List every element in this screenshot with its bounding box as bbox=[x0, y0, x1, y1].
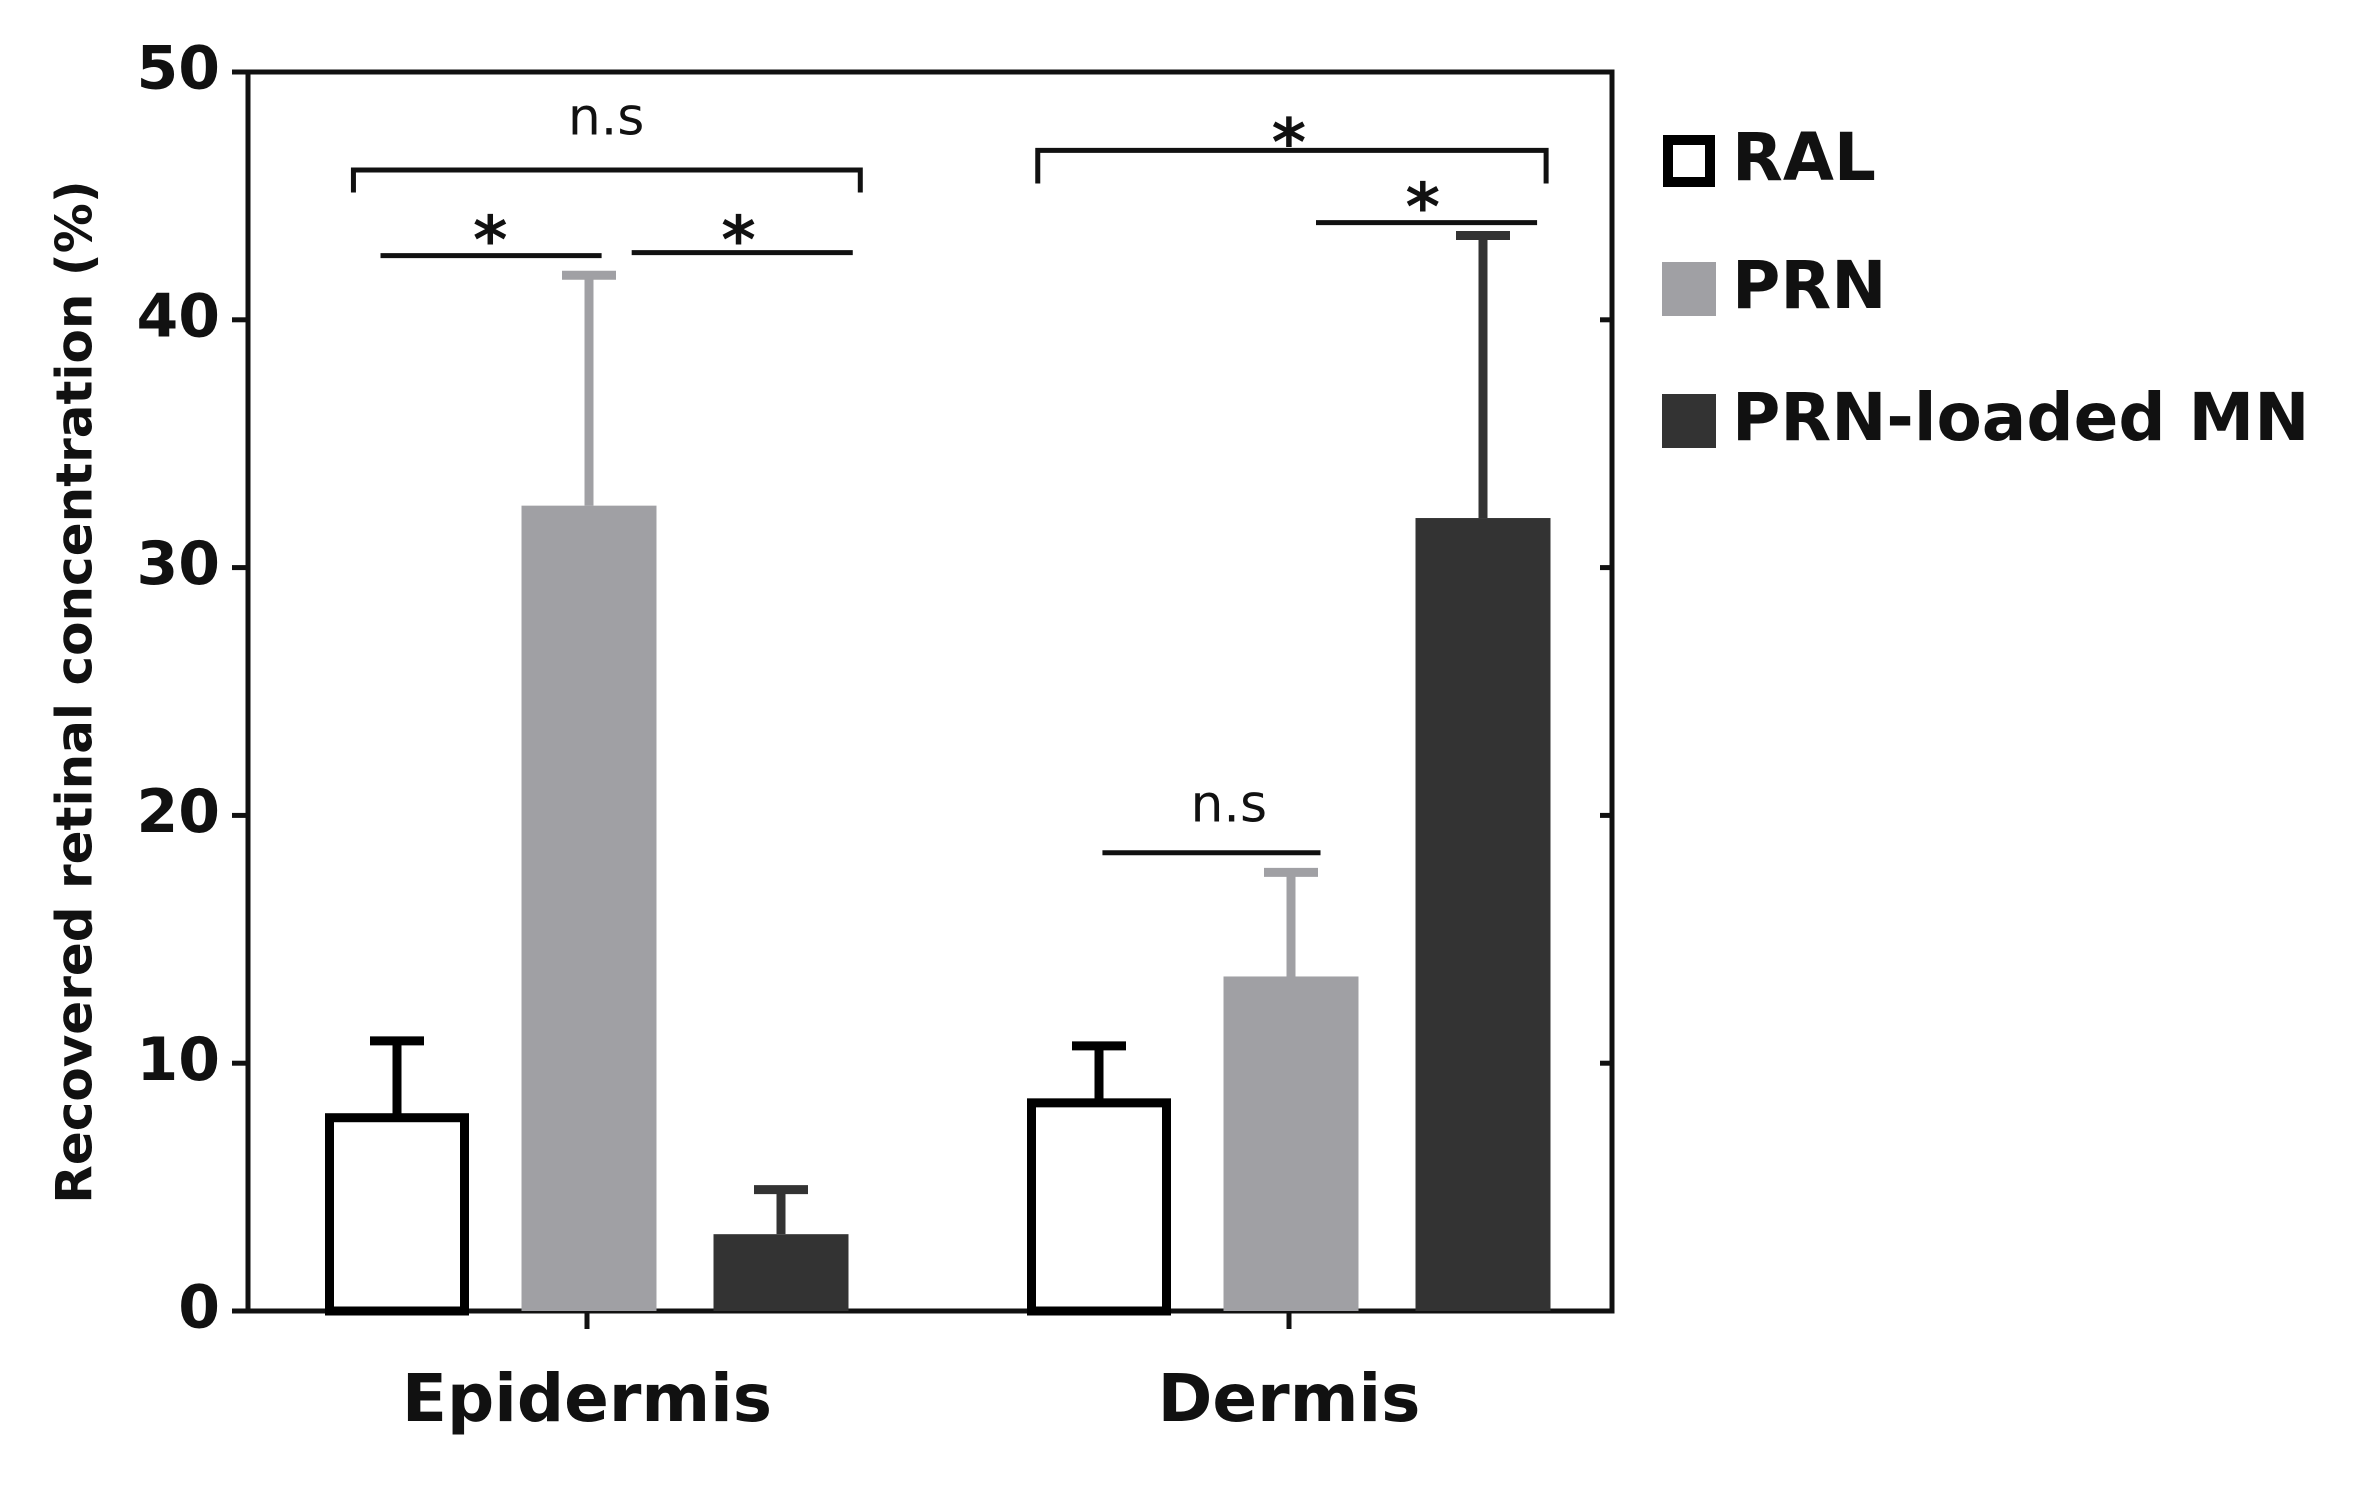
significance-label: n.s bbox=[568, 87, 645, 147]
significance-label: * bbox=[721, 202, 756, 279]
error-bar bbox=[754, 1185, 808, 1235]
significance-bracket bbox=[1035, 147, 1549, 184]
legend-swatch bbox=[1663, 135, 1715, 187]
y-tick-label: 50 bbox=[137, 34, 221, 104]
legend-swatch bbox=[1662, 394, 1716, 448]
bar bbox=[1027, 1098, 1171, 1316]
significance-label: * bbox=[473, 202, 508, 279]
bar bbox=[713, 1234, 849, 1311]
y-tick-label: 20 bbox=[137, 777, 221, 847]
y-tick-label: 0 bbox=[178, 1273, 220, 1343]
y-axis-title: Recovered retinal concentration (%) bbox=[46, 180, 104, 1203]
error-bar bbox=[1072, 1041, 1126, 1103]
y-tick-label: 40 bbox=[137, 281, 221, 351]
significance-bracket bbox=[350, 167, 863, 193]
bar bbox=[325, 1113, 469, 1316]
bar bbox=[1223, 976, 1359, 1311]
y-tick-label: 10 bbox=[137, 1025, 221, 1095]
error-bar bbox=[562, 270, 616, 506]
x-tick-label: Dermis bbox=[1158, 1360, 1421, 1437]
significance-label: * bbox=[1272, 104, 1307, 181]
bar bbox=[1415, 518, 1551, 1311]
significance-label: * bbox=[1406, 169, 1441, 246]
legend-swatch bbox=[1662, 262, 1716, 316]
legend-label: PRN bbox=[1732, 247, 1886, 324]
plot-frame bbox=[245, 69, 1615, 1314]
error-bar bbox=[1264, 867, 1318, 977]
error-bar bbox=[370, 1036, 424, 1118]
x-tick-label: Epidermis bbox=[402, 1360, 772, 1437]
significance-label: n.s bbox=[1190, 775, 1267, 835]
bar bbox=[521, 505, 657, 1311]
error-bar bbox=[1456, 231, 1510, 519]
y-tick-label: 30 bbox=[137, 529, 221, 599]
legend-label: PRN-loaded MN bbox=[1732, 379, 2309, 456]
legend-label: RAL bbox=[1732, 119, 1876, 196]
